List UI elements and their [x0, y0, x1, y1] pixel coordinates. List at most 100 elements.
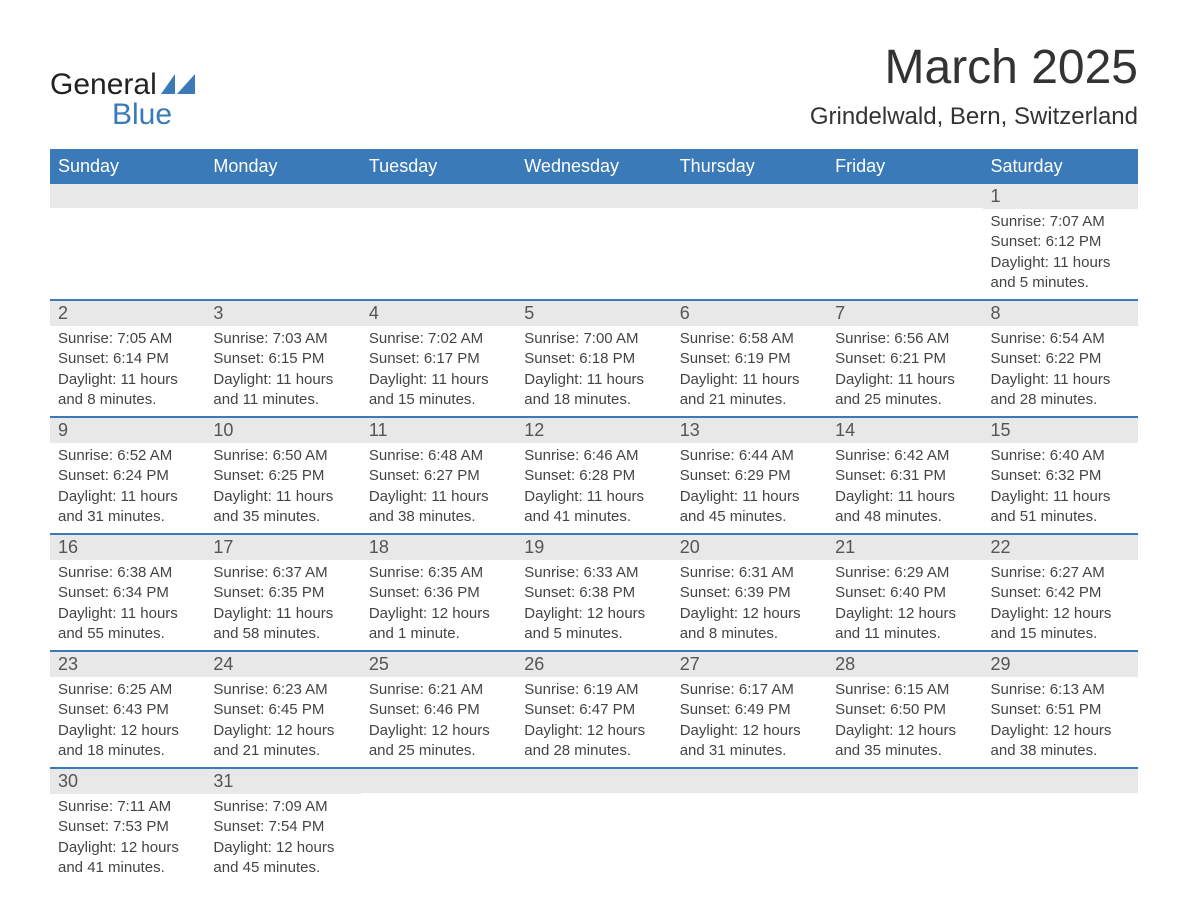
calendar-day-cell: 11Sunrise: 6:48 AMSunset: 6:27 PMDayligh…	[361, 417, 516, 534]
daylight-text: Daylight: 12 hours and 5 minutes.	[524, 604, 663, 645]
day-number: 7	[827, 301, 982, 326]
day-body: Sunrise: 6:50 AMSunset: 6:25 PMDaylight:…	[205, 443, 360, 533]
logo-shape-icon	[161, 74, 195, 99]
daylight-text: Daylight: 12 hours and 41 minutes.	[58, 838, 197, 879]
day-body	[672, 793, 827, 802]
day-number	[516, 769, 671, 793]
calendar-day-cell: 24Sunrise: 6:23 AMSunset: 6:45 PMDayligh…	[205, 651, 360, 768]
day-body: Sunrise: 6:42 AMSunset: 6:31 PMDaylight:…	[827, 443, 982, 533]
calendar-day-cell	[672, 768, 827, 884]
day-number: 12	[516, 418, 671, 443]
daylight-text: Daylight: 11 hours and 8 minutes.	[58, 370, 197, 411]
day-number: 4	[361, 301, 516, 326]
logo-text-blue: Blue	[112, 100, 195, 130]
calendar-day-cell: 13Sunrise: 6:44 AMSunset: 6:29 PMDayligh…	[672, 417, 827, 534]
calendar-week-row: 16Sunrise: 6:38 AMSunset: 6:34 PMDayligh…	[50, 534, 1138, 651]
weekday-header: Monday	[205, 150, 360, 183]
daylight-text: Daylight: 12 hours and 31 minutes.	[680, 721, 819, 762]
calendar-day-cell: 21Sunrise: 6:29 AMSunset: 6:40 PMDayligh…	[827, 534, 982, 651]
calendar-day-cell: 14Sunrise: 6:42 AMSunset: 6:31 PMDayligh…	[827, 417, 982, 534]
day-number: 30	[50, 769, 205, 794]
calendar-day-cell: 12Sunrise: 6:46 AMSunset: 6:28 PMDayligh…	[516, 417, 671, 534]
day-number: 9	[50, 418, 205, 443]
calendar-day-cell	[672, 183, 827, 300]
day-body: Sunrise: 6:38 AMSunset: 6:34 PMDaylight:…	[50, 560, 205, 650]
weekday-header-row: Sunday Monday Tuesday Wednesday Thursday…	[50, 150, 1138, 183]
daylight-text: Daylight: 12 hours and 8 minutes.	[680, 604, 819, 645]
sunrise-text: Sunrise: 6:35 AM	[369, 563, 508, 583]
day-body: Sunrise: 6:13 AMSunset: 6:51 PMDaylight:…	[983, 677, 1138, 767]
calendar-day-cell: 20Sunrise: 6:31 AMSunset: 6:39 PMDayligh…	[672, 534, 827, 651]
day-body: Sunrise: 6:56 AMSunset: 6:21 PMDaylight:…	[827, 326, 982, 416]
calendar-week-row: 9Sunrise: 6:52 AMSunset: 6:24 PMDaylight…	[50, 417, 1138, 534]
daylight-text: Daylight: 11 hours and 35 minutes.	[213, 487, 352, 528]
calendar-day-cell	[50, 183, 205, 300]
sunrise-text: Sunrise: 7:11 AM	[58, 797, 197, 817]
calendar-day-cell: 25Sunrise: 6:21 AMSunset: 6:46 PMDayligh…	[361, 651, 516, 768]
month-title: March 2025	[810, 40, 1138, 95]
sunrise-text: Sunrise: 7:05 AM	[58, 329, 197, 349]
day-body	[827, 208, 982, 217]
sunrise-text: Sunrise: 6:27 AM	[991, 563, 1130, 583]
calendar-day-cell: 8Sunrise: 6:54 AMSunset: 6:22 PMDaylight…	[983, 300, 1138, 417]
day-body: Sunrise: 7:07 AMSunset: 6:12 PMDaylight:…	[983, 209, 1138, 299]
day-number: 29	[983, 652, 1138, 677]
daylight-text: Daylight: 11 hours and 18 minutes.	[524, 370, 663, 411]
sunset-text: Sunset: 6:22 PM	[991, 349, 1130, 369]
day-number: 22	[983, 535, 1138, 560]
daylight-text: Daylight: 12 hours and 28 minutes.	[524, 721, 663, 762]
sunrise-text: Sunrise: 6:31 AM	[680, 563, 819, 583]
weekday-header: Sunday	[50, 150, 205, 183]
calendar-day-cell: 6Sunrise: 6:58 AMSunset: 6:19 PMDaylight…	[672, 300, 827, 417]
calendar-day-cell	[361, 768, 516, 884]
sunset-text: Sunset: 6:49 PM	[680, 700, 819, 720]
day-body: Sunrise: 7:02 AMSunset: 6:17 PMDaylight:…	[361, 326, 516, 416]
day-body	[205, 208, 360, 217]
calendar-day-cell	[827, 768, 982, 884]
day-body: Sunrise: 7:09 AMSunset: 7:54 PMDaylight:…	[205, 794, 360, 884]
sunset-text: Sunset: 6:46 PM	[369, 700, 508, 720]
day-number	[361, 184, 516, 208]
calendar-day-cell	[983, 768, 1138, 884]
sunset-text: Sunset: 6:12 PM	[991, 232, 1130, 252]
sunrise-text: Sunrise: 6:58 AM	[680, 329, 819, 349]
sunrise-text: Sunrise: 6:21 AM	[369, 680, 508, 700]
day-body	[50, 208, 205, 217]
daylight-text: Daylight: 11 hours and 31 minutes.	[58, 487, 197, 528]
sunrise-text: Sunrise: 6:29 AM	[835, 563, 974, 583]
calendar-week-row: 23Sunrise: 6:25 AMSunset: 6:43 PMDayligh…	[50, 651, 1138, 768]
sunrise-text: Sunrise: 7:03 AM	[213, 329, 352, 349]
calendar-day-cell	[516, 768, 671, 884]
sunrise-text: Sunrise: 6:46 AM	[524, 446, 663, 466]
calendar-day-cell	[516, 183, 671, 300]
calendar-day-cell: 15Sunrise: 6:40 AMSunset: 6:32 PMDayligh…	[983, 417, 1138, 534]
day-number: 18	[361, 535, 516, 560]
day-number	[827, 184, 982, 208]
calendar-day-cell: 31Sunrise: 7:09 AMSunset: 7:54 PMDayligh…	[205, 768, 360, 884]
calendar-day-cell: 18Sunrise: 6:35 AMSunset: 6:36 PMDayligh…	[361, 534, 516, 651]
calendar-table: Sunday Monday Tuesday Wednesday Thursday…	[50, 149, 1138, 884]
day-number: 6	[672, 301, 827, 326]
daylight-text: Daylight: 12 hours and 25 minutes.	[369, 721, 508, 762]
sunset-text: Sunset: 6:32 PM	[991, 466, 1130, 486]
sunrise-text: Sunrise: 7:09 AM	[213, 797, 352, 817]
sunrise-text: Sunrise: 6:25 AM	[58, 680, 197, 700]
calendar-day-cell	[205, 183, 360, 300]
calendar-day-cell: 28Sunrise: 6:15 AMSunset: 6:50 PMDayligh…	[827, 651, 982, 768]
title-block: March 2025 Grindelwald, Bern, Switzerlan…	[810, 40, 1138, 131]
weekday-header: Thursday	[672, 150, 827, 183]
day-number: 8	[983, 301, 1138, 326]
daylight-text: Daylight: 11 hours and 28 minutes.	[991, 370, 1130, 411]
sunset-text: Sunset: 6:50 PM	[835, 700, 974, 720]
day-body: Sunrise: 6:58 AMSunset: 6:19 PMDaylight:…	[672, 326, 827, 416]
calendar-day-cell: 19Sunrise: 6:33 AMSunset: 6:38 PMDayligh…	[516, 534, 671, 651]
calendar-day-cell: 23Sunrise: 6:25 AMSunset: 6:43 PMDayligh…	[50, 651, 205, 768]
day-body: Sunrise: 6:25 AMSunset: 6:43 PMDaylight:…	[50, 677, 205, 767]
calendar-day-cell: 16Sunrise: 6:38 AMSunset: 6:34 PMDayligh…	[50, 534, 205, 651]
location-label: Grindelwald, Bern, Switzerland	[810, 103, 1138, 131]
day-body	[672, 208, 827, 217]
day-number: 17	[205, 535, 360, 560]
calendar-week-row: 2Sunrise: 7:05 AMSunset: 6:14 PMDaylight…	[50, 300, 1138, 417]
day-number	[827, 769, 982, 793]
sunrise-text: Sunrise: 6:44 AM	[680, 446, 819, 466]
